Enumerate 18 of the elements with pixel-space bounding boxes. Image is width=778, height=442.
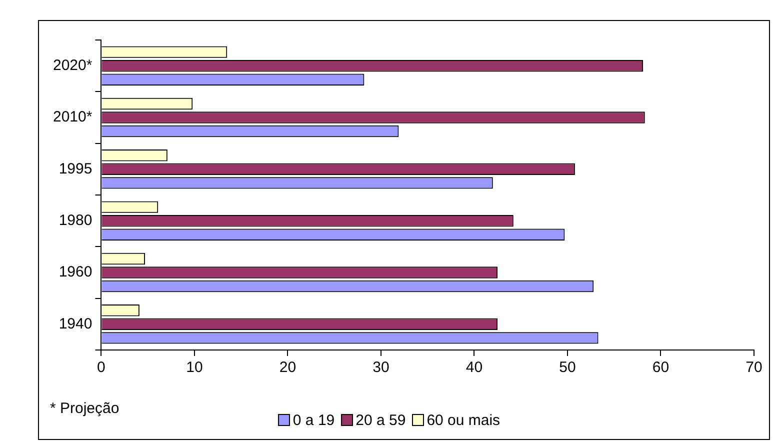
x-tick-label: 30 bbox=[372, 359, 390, 376]
y-tick-label: 1980 bbox=[58, 212, 92, 229]
x-tick-label: 40 bbox=[466, 359, 483, 376]
x-tick-label: 60 bbox=[652, 359, 670, 376]
x-tick-label: 50 bbox=[559, 359, 576, 376]
x-tick-label: 20 bbox=[279, 359, 296, 376]
legend-label: 0 a 19 bbox=[292, 412, 335, 429]
legend-label: 20 a 59 bbox=[354, 412, 406, 429]
y-tick-label: 1995 bbox=[58, 160, 92, 178]
x-tick-label: 70 bbox=[746, 359, 762, 376]
y-tick-label: 2010* bbox=[52, 108, 92, 126]
y-tick-label: 2020* bbox=[52, 56, 92, 74]
y-tick-label: 1940 bbox=[58, 315, 92, 332]
x-tick-label: 10 bbox=[186, 359, 203, 376]
y-tick-label: 1960 bbox=[58, 264, 92, 281]
text: * Projeção bbox=[50, 400, 120, 417]
x-tick-label: 0 bbox=[97, 359, 106, 376]
legend-label: 60 ou mais bbox=[426, 412, 500, 429]
